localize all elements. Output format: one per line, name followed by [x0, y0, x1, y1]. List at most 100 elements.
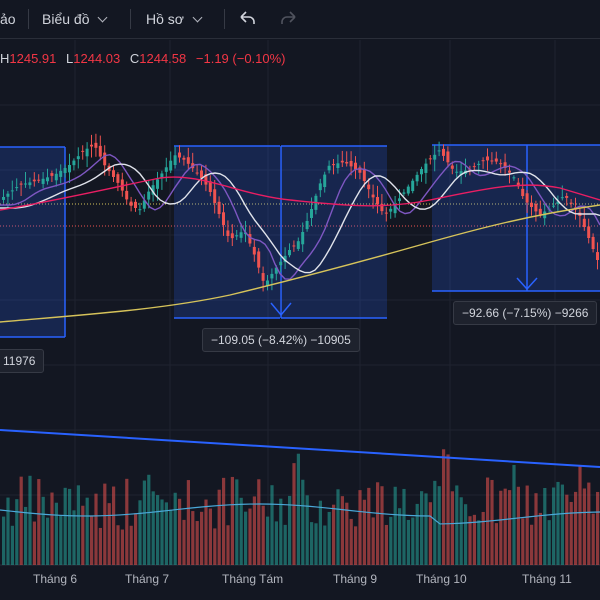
volume-bar	[362, 499, 366, 565]
volume-bar	[516, 486, 520, 565]
menu-item-truncated[interactable]: ảo	[0, 11, 16, 27]
candle	[270, 273, 274, 279]
volume-bar	[398, 508, 402, 565]
volume-bar	[310, 522, 314, 565]
volume-bar	[15, 499, 19, 565]
volume-bar	[547, 520, 551, 565]
candle	[182, 157, 186, 160]
volume-bar	[393, 486, 397, 565]
volume-bar	[217, 489, 221, 565]
measure-label-1: 11976	[0, 349, 45, 373]
volume-bar	[94, 493, 98, 565]
volume-bar	[85, 497, 89, 565]
candle	[503, 162, 507, 168]
volume-bar	[138, 500, 142, 565]
candle	[565, 195, 569, 198]
candle	[103, 152, 107, 166]
candle	[560, 197, 564, 199]
volume-bar	[226, 525, 230, 565]
measure-box	[432, 145, 600, 291]
x-axis-label: Tháng 6	[33, 572, 78, 586]
candle	[279, 261, 283, 266]
volume-bar	[103, 483, 107, 565]
candle	[85, 148, 89, 157]
candle	[239, 232, 243, 238]
candle	[186, 157, 190, 164]
candle	[217, 201, 221, 214]
top-toolbar: ảo Biểu đồ Hồ sơ	[0, 0, 600, 39]
candle	[428, 158, 432, 160]
x-axis-label: Tháng 10	[416, 572, 467, 586]
candle	[442, 148, 445, 156]
candle	[525, 193, 529, 203]
candle	[54, 173, 58, 181]
low-value: 1244.03	[73, 51, 121, 66]
close-value: 1244.58	[139, 51, 187, 66]
toolbar-divider	[28, 9, 29, 29]
candle	[389, 208, 393, 212]
volume-bar	[186, 480, 190, 565]
redo-icon[interactable]	[280, 11, 298, 27]
candle	[200, 170, 203, 178]
volume-bar	[345, 502, 349, 565]
toolbar-divider	[224, 9, 225, 29]
volume-bar	[178, 498, 182, 565]
candle	[81, 150, 85, 152]
volume-bar	[552, 487, 556, 565]
volume-bar	[90, 515, 94, 565]
candle	[402, 192, 406, 194]
volume-bar	[208, 508, 212, 565]
volume-bar	[248, 508, 252, 565]
candle	[230, 233, 234, 239]
candle	[283, 255, 287, 263]
volume-bar	[336, 489, 340, 565]
candle	[472, 166, 476, 168]
candle	[208, 181, 212, 192]
volume-bar	[402, 488, 406, 565]
measure-box	[0, 147, 65, 337]
volume-bar	[252, 496, 256, 565]
candle	[2, 197, 5, 200]
volume-bar	[266, 516, 270, 565]
volume-bar	[560, 484, 564, 565]
candle	[486, 156, 489, 161]
profile-menu-label: Hồ sơ	[146, 11, 184, 27]
volume-bar	[591, 513, 595, 565]
volume-bar	[156, 495, 160, 565]
candle	[68, 165, 71, 173]
candle	[305, 221, 309, 230]
volume-bar	[125, 478, 129, 565]
candle	[380, 203, 384, 212]
volume-bar	[19, 476, 23, 565]
candle	[204, 174, 208, 185]
candle	[90, 144, 93, 147]
volume-bar	[46, 517, 50, 565]
volume-bar	[358, 490, 362, 565]
trend-line[interactable]	[0, 429, 600, 468]
volume-bar	[169, 509, 173, 565]
volume-bar	[230, 476, 234, 565]
volume-bar	[464, 504, 468, 565]
profile-menu-button[interactable]: Hồ sơ	[146, 0, 203, 38]
high-label: H	[0, 51, 10, 66]
undo-icon[interactable]	[238, 11, 256, 27]
candle	[28, 182, 32, 186]
chart-menu-button[interactable]: Biểu đồ	[42, 0, 108, 38]
volume-bar	[257, 479, 261, 565]
volume-bar	[472, 514, 476, 565]
candle	[296, 241, 300, 249]
volume-bar	[468, 516, 472, 565]
volume-bar	[587, 482, 591, 565]
candle	[362, 168, 366, 181]
arrow-down-icon	[516, 277, 538, 291]
volume-bar	[72, 510, 76, 565]
volume-bar	[314, 523, 318, 565]
candle	[481, 160, 485, 162]
candle	[323, 174, 327, 188]
volume-bar	[222, 477, 226, 565]
candle	[587, 226, 591, 238]
volume-bar	[32, 521, 36, 565]
volume-bar	[380, 486, 384, 565]
ma-line-white	[0, 163, 600, 274]
